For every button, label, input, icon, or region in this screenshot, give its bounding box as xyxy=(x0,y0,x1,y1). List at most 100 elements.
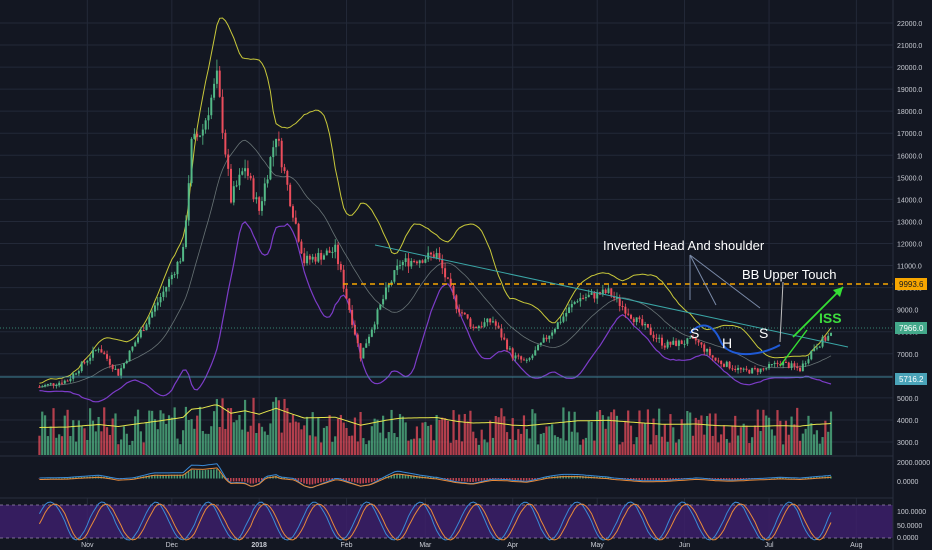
candle-body xyxy=(291,206,294,218)
macd-histogram-bar xyxy=(63,477,66,479)
macd-histogram-bar xyxy=(601,477,604,479)
volume-bar xyxy=(784,420,788,455)
time-tick-label: Nov xyxy=(81,542,94,549)
candle-body xyxy=(187,183,190,221)
macd-histogram-bar xyxy=(201,470,204,479)
macd-histogram-bar xyxy=(630,478,632,480)
volume-bar xyxy=(674,442,678,455)
volume-bar xyxy=(660,436,664,455)
volume-bar xyxy=(542,432,545,455)
volume-bar xyxy=(815,430,819,455)
macd-histogram-bar xyxy=(325,478,328,481)
volume-bar xyxy=(212,411,216,455)
volume-bar xyxy=(421,422,424,455)
volume-bar xyxy=(60,436,64,455)
candle-body xyxy=(379,304,382,310)
volume-bar xyxy=(427,425,430,455)
candle-body xyxy=(317,252,320,262)
volume-bar xyxy=(503,416,506,455)
macd-histogram-bar xyxy=(359,478,362,484)
candle-body xyxy=(162,291,165,298)
volume-bar xyxy=(669,414,672,455)
candle-body xyxy=(742,368,745,370)
macd-histogram-bar xyxy=(565,475,567,479)
macd-histogram-bar xyxy=(108,477,111,479)
candle-body xyxy=(469,318,472,327)
macd-histogram-bar xyxy=(151,474,153,479)
volume-bar xyxy=(148,410,151,455)
volume-bar xyxy=(317,417,320,455)
candle-body xyxy=(413,260,416,262)
volume-bar xyxy=(522,415,526,455)
candle-body xyxy=(630,314,633,319)
volume-bar xyxy=(463,413,466,455)
candle-body xyxy=(159,297,162,303)
macd-histogram-bar xyxy=(784,477,787,479)
macd-histogram-bar xyxy=(632,478,635,480)
bollinger-lower-line xyxy=(39,221,832,403)
volume-bar xyxy=(582,439,585,455)
volume-bar xyxy=(528,438,531,455)
stoch-axis-label: 100.0000 xyxy=(897,509,926,516)
candle-body xyxy=(675,340,678,346)
macd-histogram-bar xyxy=(413,475,415,479)
macd-histogram-bar xyxy=(475,478,477,482)
volume-bar xyxy=(100,431,103,455)
candle-body xyxy=(460,312,463,314)
volume-bar xyxy=(818,443,821,455)
macd-histogram-bar xyxy=(782,477,784,479)
candle-body xyxy=(384,287,387,300)
macd-histogram-bar xyxy=(776,477,779,479)
volume-bar xyxy=(539,433,542,455)
volume-bar xyxy=(142,442,145,455)
price-tick-label: 20000.0 xyxy=(897,65,922,72)
macd-histogram-bar xyxy=(280,477,283,479)
candle-body xyxy=(227,154,230,169)
volume-bar xyxy=(49,426,52,455)
volume-bar xyxy=(227,408,230,455)
volume-bar xyxy=(652,418,655,455)
volume-bar xyxy=(489,420,492,455)
volume-bar xyxy=(297,422,300,455)
volume-bar xyxy=(573,411,576,455)
candle-body xyxy=(680,340,683,345)
candle-body xyxy=(258,197,261,211)
candle-body xyxy=(689,337,692,339)
candle-body xyxy=(89,357,92,361)
candle-body xyxy=(700,342,703,345)
macd-histogram-bar xyxy=(773,477,776,479)
candle-body xyxy=(596,292,599,299)
macd-histogram-bar xyxy=(568,475,570,479)
candle-body xyxy=(590,292,593,295)
candle-body xyxy=(801,363,804,372)
macd-histogram-bar xyxy=(66,477,69,479)
volume-bar xyxy=(458,414,461,455)
time-tick-label: Aug xyxy=(850,542,863,549)
volume-bar xyxy=(505,432,509,455)
price-tick-label: 19000.0 xyxy=(897,87,922,94)
candle-body xyxy=(686,338,689,344)
candle-body xyxy=(401,261,404,266)
candle-body xyxy=(168,279,171,287)
macd-histogram-bar xyxy=(351,478,353,482)
volume-bar xyxy=(243,399,247,455)
macd-histogram-bar xyxy=(362,478,364,484)
macd-histogram-bar xyxy=(430,477,432,479)
stoch-axis-label: 0.0000 xyxy=(897,535,919,542)
macd-histogram-bar xyxy=(399,473,401,479)
volume-bar xyxy=(348,435,351,455)
volume-bar xyxy=(734,415,737,455)
volume-bar xyxy=(466,421,469,455)
candle-body xyxy=(252,178,255,200)
volume-bar xyxy=(345,427,348,455)
macd-histogram-bar xyxy=(734,478,736,480)
volume-bar xyxy=(187,419,190,455)
volume-bar xyxy=(207,433,210,455)
volume-bar xyxy=(260,426,264,455)
macd-histogram-bar xyxy=(153,474,156,479)
candle-body xyxy=(503,337,506,340)
candle-body xyxy=(151,311,154,318)
candle-body xyxy=(768,364,771,369)
candle-body xyxy=(784,361,787,363)
stoch-axis-label: 50.0000 xyxy=(897,523,922,530)
